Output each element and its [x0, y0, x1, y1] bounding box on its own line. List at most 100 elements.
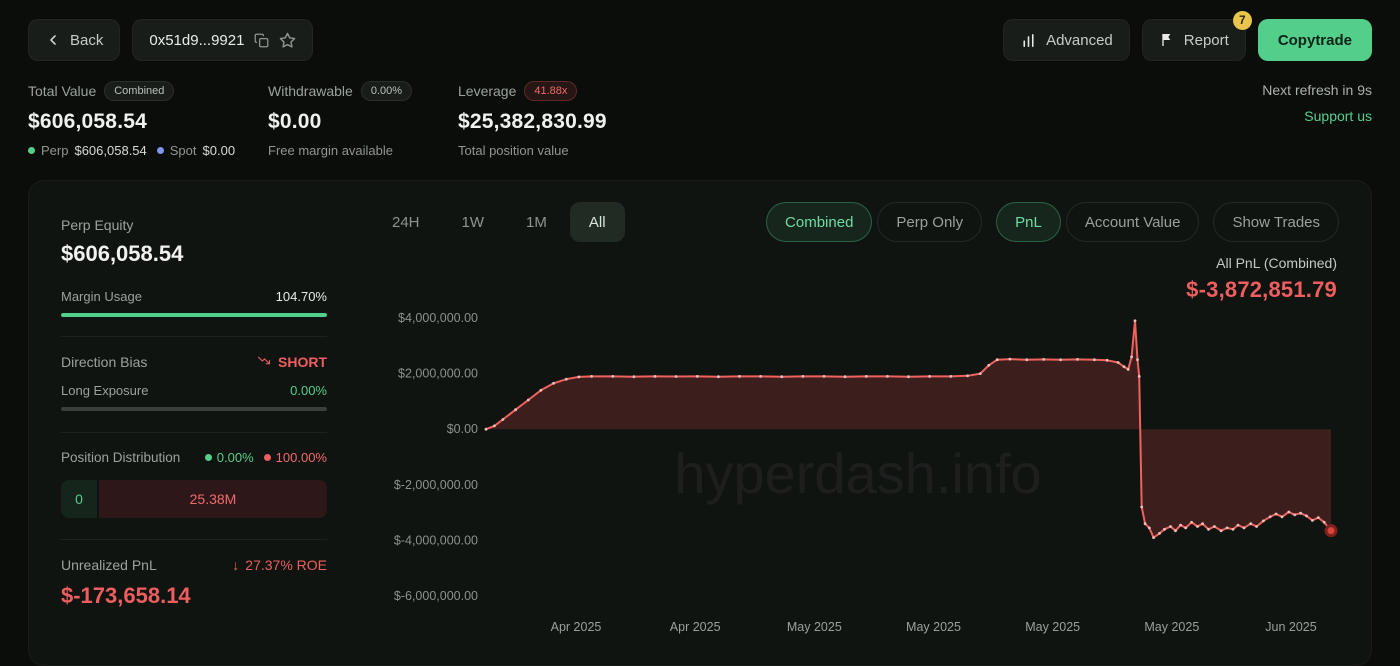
leverage-badge: 41.88x [524, 81, 578, 101]
copy-icon[interactable] [254, 33, 269, 48]
report-count-badge: 7 [1232, 11, 1252, 30]
svg-text:May 2025: May 2025 [1025, 620, 1080, 634]
svg-text:May 2025: May 2025 [1144, 620, 1199, 634]
advanced-button[interactable]: Advanced [1003, 19, 1130, 61]
svg-text:$-6,000,000.00: $-6,000,000.00 [394, 589, 478, 603]
svg-text:$-4,000,000.00: $-4,000,000.00 [394, 533, 478, 547]
short-pct-dot-icon [263, 454, 271, 461]
total-value-group: Total Value Combined $606,058.54 Perp $6… [28, 81, 268, 158]
withdrawable-value: $0.00 [268, 110, 322, 133]
spot-dot-icon [156, 147, 164, 154]
perp-dot-icon [28, 147, 35, 154]
toggle-pnl[interactable]: PnL [996, 202, 1061, 242]
combined-badge: Combined [104, 81, 175, 101]
withdrawable-sub: Free margin available [268, 143, 394, 158]
long-exposure-bar [61, 407, 327, 411]
divider [61, 336, 327, 337]
long-pct-dot-icon [204, 454, 212, 461]
total-value-label: Total Value [28, 83, 97, 99]
direction-bias-label: Direction Bias [61, 354, 148, 370]
portfolio-card: Perp Equity $606,058.54 Margin Usage 104… [28, 180, 1372, 666]
tab-1m[interactable]: 1M [526, 213, 547, 231]
tab-1w[interactable]: 1W [461, 213, 485, 231]
roe-value: 27.37% ROE [245, 557, 327, 573]
copytrade-button[interactable]: Copytrade [1257, 19, 1372, 61]
view-toggle-group: PnL Account Value [996, 202, 1200, 242]
leverage-sub: Total position value [458, 143, 569, 158]
chart-toggles: Combined Perp Only PnL Account Value Sho… [766, 202, 1339, 242]
svg-text:$2,000,000.00: $2,000,000.00 [398, 367, 478, 381]
chevron-left-icon [45, 32, 61, 48]
time-range-tabs: 24H 1W 1M All [373, 202, 625, 242]
topbar-left: Back 0x51d9...9921 [28, 19, 314, 61]
toggle-perp-only[interactable]: Perp Only [877, 202, 983, 242]
svg-text:$-2,000,000.00: $-2,000,000.00 [394, 478, 478, 492]
pnl-headline-value: $-3,872,851.79 [1186, 277, 1337, 302]
report-label: Report [1183, 31, 1229, 49]
refresh-countdown: Next refresh in 9s [1262, 82, 1372, 98]
svg-text:hyperdash.info: hyperdash.info [674, 442, 1041, 505]
position-distribution-bar: 0 25.38M [61, 480, 327, 518]
perp-label: Perp [41, 143, 69, 158]
flag-icon [1159, 32, 1175, 48]
tab-all[interactable]: All [569, 202, 625, 242]
svg-text:$0.00: $0.00 [447, 422, 478, 436]
svg-text:Apr 2025: Apr 2025 [551, 620, 602, 634]
svg-text:Apr 2025: Apr 2025 [670, 620, 721, 634]
arrow-down-icon: ↓ [232, 557, 240, 573]
copytrade-label: Copytrade [1277, 31, 1352, 49]
mode-toggle-group: Combined Perp Only [766, 202, 983, 242]
position-distribution-label: Position Distribution [61, 450, 181, 465]
leverage-value: $25,382,830.99 [458, 110, 607, 133]
wallet-address-pill[interactable]: 0x51d9...9921 [132, 19, 314, 61]
long-distribution-segment: 0 [61, 480, 97, 518]
tab-24h[interactable]: 24H [392, 213, 420, 231]
pnl-headline-label: All PnL (Combined) [1216, 255, 1337, 271]
toggle-account-value[interactable]: Account Value [1065, 202, 1200, 242]
long-exposure-value: 0.00% [290, 383, 327, 398]
perp-value: $606,058.54 [74, 143, 147, 158]
topbar: Back 0x51d9...9921 Advanced Report 7 Cop… [28, 11, 1372, 61]
withdrawable-group: Withdrawable 0.00% $0.00 Free margin ava… [268, 81, 458, 158]
unrealized-pnl-label: Unrealized PnL [61, 557, 157, 573]
total-value: $606,058.54 [28, 110, 147, 133]
report-button[interactable]: Report 7 [1141, 11, 1252, 61]
withdrawable-label: Withdrawable [268, 83, 353, 99]
direction-bias-value: SHORT [278, 354, 327, 370]
support-us-link[interactable]: Support us [1304, 108, 1372, 124]
advanced-label: Advanced [1046, 31, 1113, 49]
back-button[interactable]: Back [28, 19, 121, 61]
spot-value: $0.00 [202, 143, 236, 158]
divider [61, 432, 327, 433]
svg-text:May 2025: May 2025 [906, 620, 961, 634]
equity-panel: Perp Equity $606,058.54 Margin Usage 104… [61, 217, 327, 609]
long-exposure-label: Long Exposure [61, 383, 149, 398]
stats-row: Total Value Combined $606,058.54 Perp $6… [28, 81, 1372, 158]
toggle-combined[interactable]: Combined [766, 202, 873, 242]
long-pct: 0.00% [216, 450, 254, 465]
leverage-group: Leverage 41.88x $25,382,830.99 Total pos… [458, 81, 607, 158]
svg-text:May 2025: May 2025 [787, 620, 842, 634]
topbar-right: Advanced Report 7 Copytrade [1003, 11, 1372, 61]
stats-right: Next refresh in 9s Support us [1262, 81, 1372, 158]
divider [61, 539, 327, 540]
perp-equity-label: Perp Equity [61, 217, 134, 233]
short-distribution-segment: 25.38M [99, 480, 327, 518]
margin-usage-label: Margin Usage [61, 289, 142, 304]
pnl-headline: All PnL (Combined) $-3,872,851.79 [1186, 255, 1337, 303]
star-icon[interactable] [279, 32, 296, 49]
pnl-chart[interactable]: hyperdash.info $4,000,000.00 $2,000,000.00… [361, 301, 1351, 651]
wallet-address: 0x51d9...9921 [149, 31, 245, 49]
spot-label: Spot [169, 143, 197, 158]
short-pct: 100.00% [275, 450, 327, 465]
trending-down-icon [256, 354, 272, 370]
svg-text:Jun 2025: Jun 2025 [1265, 620, 1316, 634]
margin-usage-bar [61, 313, 327, 317]
withdrawable-badge: 0.00% [360, 81, 413, 101]
margin-usage-value: 104.70% [275, 289, 327, 304]
svg-text:$4,000,000.00: $4,000,000.00 [398, 311, 478, 325]
toggle-show-trades[interactable]: Show Trades [1213, 202, 1339, 242]
perp-equity-value: $606,058.54 [61, 241, 184, 266]
bar-chart-icon [1020, 32, 1037, 49]
unrealized-pnl-value: $-173,658.14 [61, 583, 191, 608]
